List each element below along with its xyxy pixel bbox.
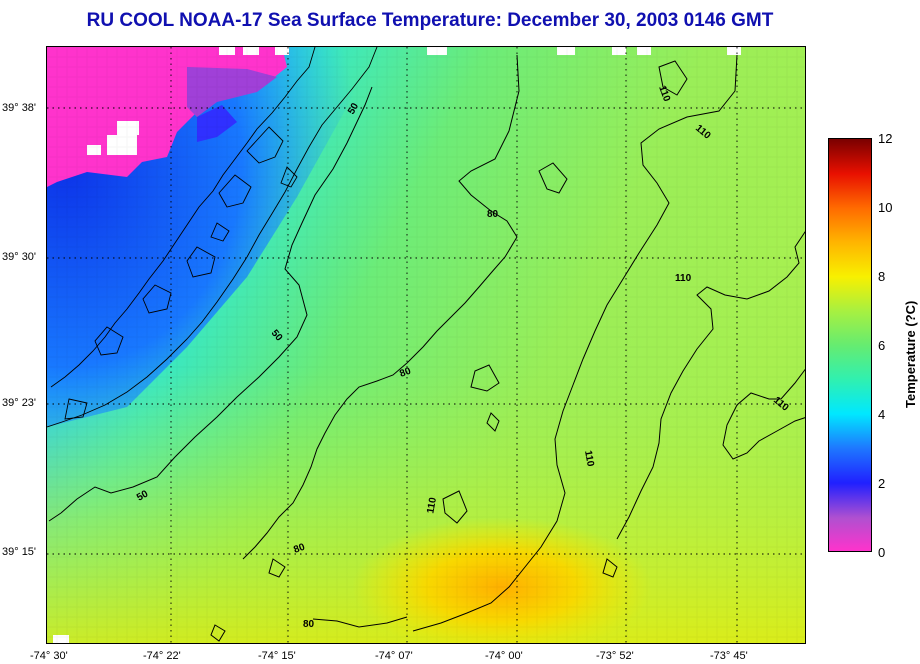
latitude-label: 39° 23' (2, 397, 37, 409)
contour-label: 80 (487, 209, 499, 220)
longitude-label: -74° 15' (258, 650, 296, 662)
contour-label: 50 (346, 101, 361, 117)
contour-label: 50 (135, 488, 151, 503)
isotherm-contours (48, 54, 805, 642)
sst-map-canvas: 50 50 50 80 80 80 80 110 110 110 110 110… (47, 47, 805, 643)
latitude-label: 39° 15' (2, 546, 37, 558)
latitude-label: 39° 30' (2, 251, 37, 263)
longitude-label: -74° 22' (143, 650, 181, 662)
contour-label: 110 (582, 450, 596, 468)
colorbar-tick: 12 (878, 131, 893, 146)
contour-label: 110 (656, 84, 672, 103)
sst-map: 50 50 50 80 80 80 80 110 110 110 110 110… (46, 46, 806, 644)
latitude-label: 39° 38' (2, 102, 37, 114)
contour-label: 110 (425, 496, 439, 514)
longitude-label: -73° 45' (710, 650, 748, 662)
colorbar-label: Temperature (?C) (903, 300, 918, 408)
colorbar-tick: 4 (878, 407, 886, 422)
contour-label: 80 (398, 366, 413, 380)
longitude-label: -74° 07' (375, 650, 413, 662)
colorbar-tick: 0 (878, 545, 886, 560)
map-title: RU COOL NOAA-17 Sea Surface Temperature:… (86, 10, 774, 31)
longitude-label: -73° 52' (596, 650, 634, 662)
contour-label: 80 (303, 619, 315, 630)
colorbar-tick: 6 (878, 338, 886, 353)
coastline (47, 47, 378, 428)
pixel-grid (47, 47, 805, 643)
longitude-label: -74° 30' (30, 650, 68, 662)
contour-label: 110 (675, 273, 692, 284)
graticule (47, 47, 805, 643)
colorbar-tick: 8 (878, 269, 886, 284)
contour-label: 80 (292, 542, 307, 556)
colorbar-tick: 2 (878, 476, 886, 491)
colorbar-tick: 10 (878, 200, 893, 215)
temperature-colorbar (828, 138, 872, 552)
longitude-label: -74° 00' (485, 650, 523, 662)
